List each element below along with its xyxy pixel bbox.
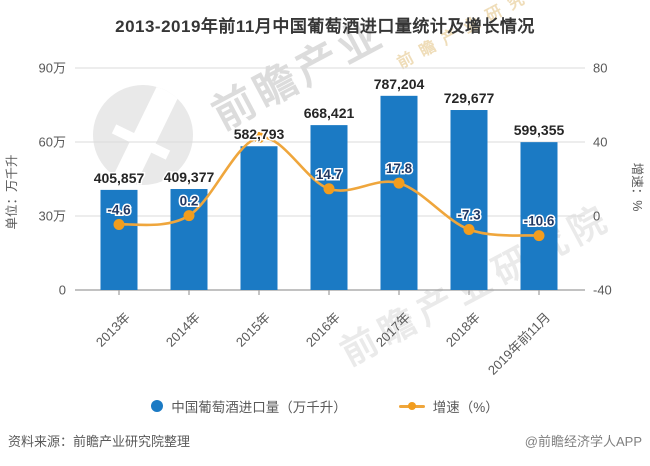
x-axis-label: 2015年 [233,310,273,350]
source-note: 资料来源：前瞻产业研究院整理 [8,434,191,449]
growth-dot-2019年前11月 [533,230,545,242]
bar-value-label: 582,793 [234,126,285,142]
x-axis-label: 2013年 [93,310,133,350]
x-axis-label: 2017年 [373,310,413,350]
bar-value-label: 668,421 [304,105,355,121]
right-axis-tick-label: 40 [593,135,607,150]
left-axis-tick-label: 0 [59,283,66,298]
left-axis-tick-label: 60万 [39,135,66,150]
growth-value-label: 0.2 [180,194,199,209]
left-axis-tick-label: 90万 [39,61,66,76]
legend: 中国葡萄酒进口量（万千升） 增速（%） [0,396,650,416]
growth-value-label: -7.3 [457,208,481,223]
growth-dot-2014年 [183,210,195,222]
right-axis-name: 增速：% [630,163,645,212]
right-axis-tick-label: 80 [593,61,607,76]
line-marker-dot [407,402,416,410]
growth-dot-2016年 [323,183,335,195]
legend-label-imports: 中国葡萄酒进口量（万千升） [171,400,347,415]
right-axis-tick-label: 0 [593,209,600,224]
growth-dot-2018年 [463,224,475,236]
bar-value-label: 599,355 [514,122,565,138]
legend-item-growth: 增速（%） [398,396,499,416]
bar-2016年 [310,125,348,290]
bar-value-label: 405,857 [94,170,145,186]
bar-2018年 [450,110,488,291]
bar-value-label: 729,677 [444,90,495,106]
growth-value-label: 14.7 [316,167,342,182]
bar-series-marker-icon [151,400,164,412]
bar-2015年 [240,146,278,290]
x-axis-label: 2014年 [163,310,203,350]
growth-value-label: -10.6 [524,214,555,229]
line-series-marker-icon [398,400,425,412]
growth-dot-2013年 [113,219,125,231]
bar-2017年 [380,95,418,290]
qianzhan-logo-watermark [93,85,193,185]
credit-note: @前瞻经济学人APP [524,434,642,449]
footer: 资料来源：前瞻产业研究院整理 @前瞻经济学人APP [0,431,650,450]
bar-2013年 [100,189,138,290]
legend-item-imports: 中国葡萄酒进口量（万千升） [151,396,347,416]
bar-value-label: 787,204 [374,76,425,92]
legend-label-growth: 增速（%） [432,400,499,415]
left-axis-tick-label: 30万 [39,209,66,224]
x-axis-label: 2018年 [443,310,483,350]
left-axis-name: 单位：万千升 [4,154,19,229]
chart-title: 2013-2019年前11月中国葡萄酒进口量统计及增长情况 [115,17,535,36]
x-axis-label: 2019年前11月 [485,310,553,378]
growth-value-label: 17.8 [386,161,413,176]
growth-value-label: -4.6 [107,203,131,218]
right-axis-tick-label: -40 [593,283,612,298]
bar-value-label: 409,377 [164,169,215,185]
growth-dot-2015年 [253,132,265,144]
bar-2019年前11月 [520,142,558,290]
growth-dot-2017年 [393,177,405,189]
x-axis-label: 2016年 [303,310,343,350]
